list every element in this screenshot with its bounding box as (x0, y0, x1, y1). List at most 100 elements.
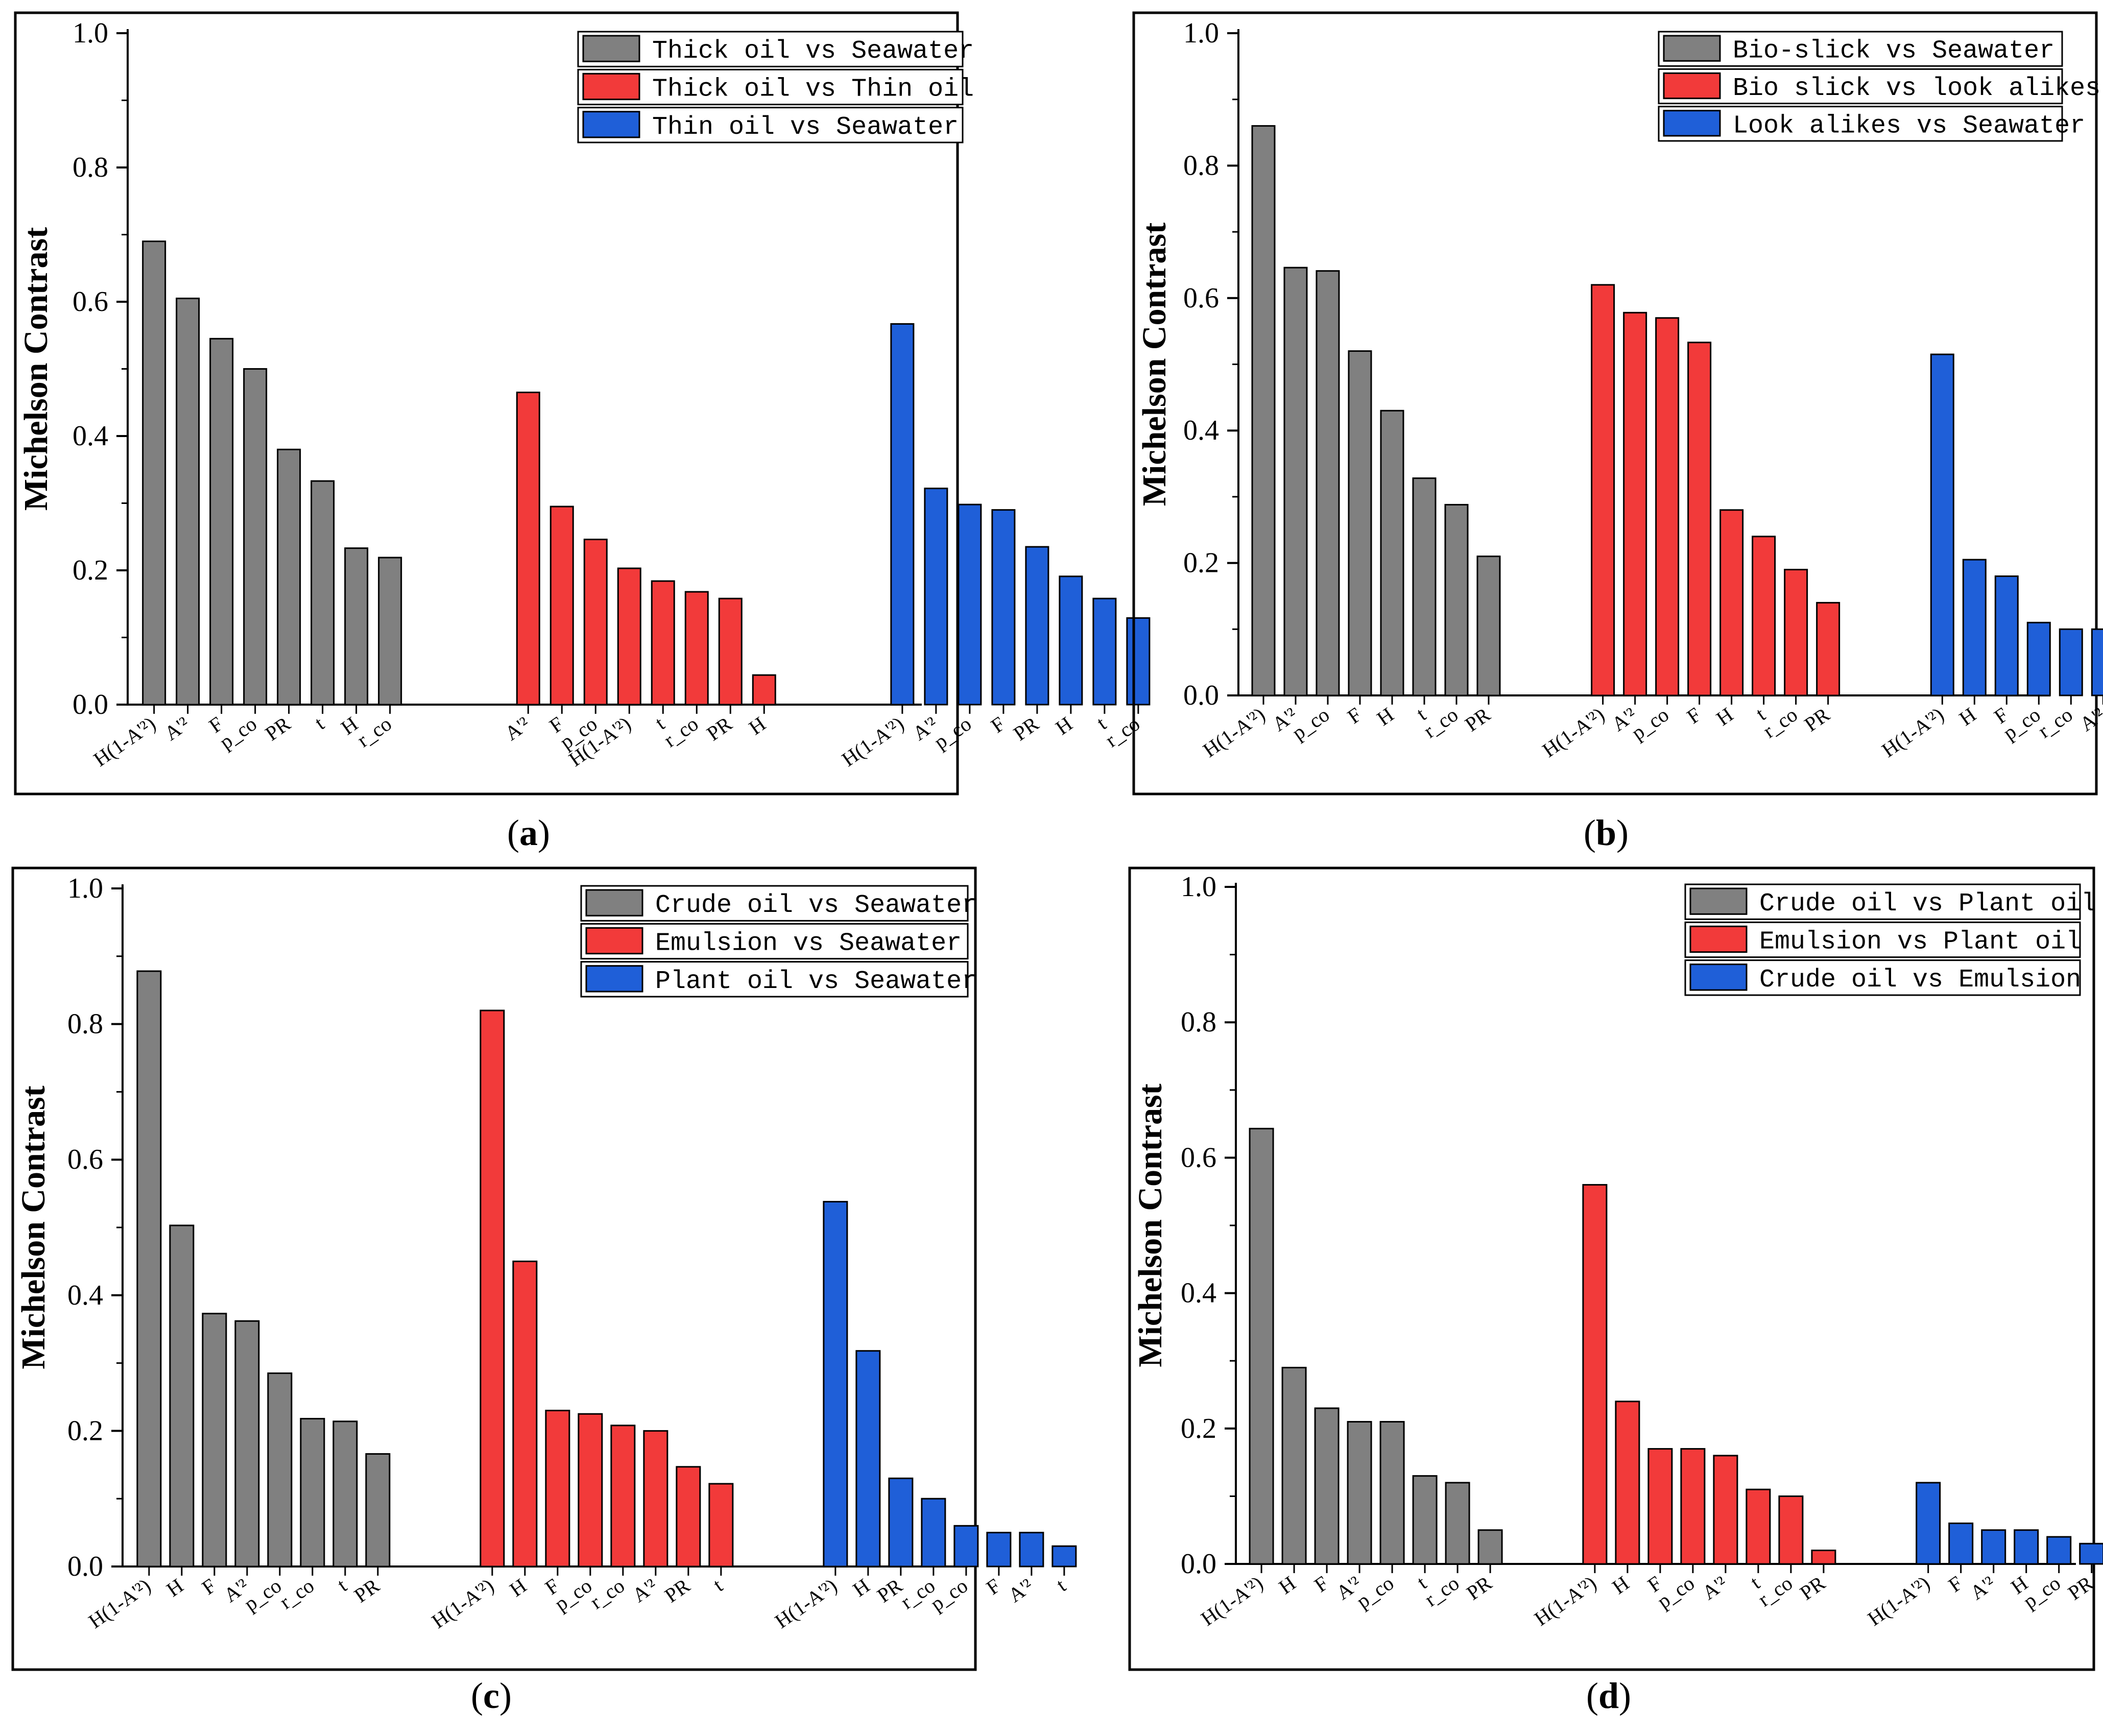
bar-red (1713, 1455, 1738, 1565)
bar-red (545, 1410, 570, 1568)
bar-blue (1019, 1532, 1044, 1568)
legend-label: Thick oil vs Seawater (652, 37, 974, 66)
y-tick-label: 0.4 (1183, 415, 1219, 446)
y-tick-label: 0.2 (1181, 1413, 1216, 1444)
legend-swatch-gray (1663, 35, 1721, 62)
bar-gray (142, 240, 166, 706)
x-category-label: r_co (1101, 712, 1144, 752)
bar-gray (234, 1320, 260, 1568)
x-category-label: A'² (160, 712, 194, 745)
bar-blue (855, 1350, 881, 1568)
x-category-label: H (1373, 703, 1398, 730)
bar-blue (953, 1525, 979, 1568)
x-category-label: F (1683, 703, 1705, 729)
panel-frame (1128, 866, 2095, 1671)
bar-red (1591, 284, 1615, 696)
x-category-label: F (982, 1574, 1005, 1600)
legend-entry-box (1684, 921, 2081, 958)
legend-swatch-gray (1689, 887, 1748, 915)
legend-label: Crude oil vs Seawater (655, 891, 977, 920)
legend-entry-box (1658, 106, 2063, 142)
bar-red (1615, 1401, 1640, 1565)
x-category-label: F (1343, 703, 1366, 729)
y-axis-title: Michelson Contrast (17, 227, 55, 511)
bar-gray (344, 547, 369, 706)
x-category-label: r_co (2034, 703, 2076, 743)
legend-label: Thick oil vs Thin oil (652, 75, 974, 104)
x-category-label: r_co (1754, 1572, 1797, 1611)
bar-gray (1477, 1529, 1503, 1565)
y-axis-title: Michelson Contrast (1132, 1083, 1169, 1367)
legend-entry-box (1684, 883, 2081, 920)
x-category-label: r_co (586, 1574, 629, 1614)
bar-blue (2079, 1542, 2103, 1565)
bar-red (583, 539, 608, 706)
x-category-label: H(1-A'²) (1877, 703, 1948, 762)
y-tick-label: 0.8 (1183, 150, 1219, 181)
x-category-label: PR (350, 1574, 384, 1607)
bar-gray (1379, 1421, 1405, 1565)
panel-caption: (c) (471, 1675, 512, 1716)
x-category-label: F (1944, 1572, 1967, 1597)
panel-caption: (a) (507, 812, 550, 853)
bar-blue (2046, 1536, 2072, 1565)
bar-blue (1948, 1522, 1974, 1565)
y-tick-label: 0.4 (67, 1280, 103, 1311)
x-category-label: F (198, 1574, 220, 1600)
x-category-label: p_co (1352, 1572, 1398, 1613)
legend-label: Bio-slick vs Seawater (1733, 37, 2054, 66)
bar-blue (1092, 597, 1117, 706)
x-category-label: H (1608, 1572, 1633, 1599)
bar-blue (1962, 559, 1987, 696)
legend-entry-box (577, 68, 964, 106)
legend-entry-box (580, 923, 969, 960)
x-category-label: H(1-A'²) (1530, 1572, 1600, 1630)
x-category-label: H(1-A'²) (1199, 703, 1269, 762)
bar-blue (2026, 621, 2051, 696)
x-category-label: p_co (1653, 1572, 1699, 1613)
x-category-label: H(1-A'²) (838, 712, 908, 771)
legend-label: Emulsion vs Plant oil (1759, 928, 2081, 957)
y-tick-label: 0.2 (73, 554, 108, 586)
y-tick-label: 0.8 (1181, 1006, 1216, 1038)
bar-gray (332, 1420, 358, 1568)
x-category-label: H(1-A'²) (1197, 1572, 1267, 1630)
bar-gray (1412, 1475, 1438, 1565)
bar-gray (169, 1224, 195, 1568)
bar-blue (890, 323, 915, 706)
panel-frame (11, 866, 977, 1671)
legend-label: Plant oil vs Seawater (655, 967, 977, 996)
x-category-label: H (849, 1574, 874, 1601)
bar-blue (958, 503, 982, 706)
y-tick-label: 0.4 (1181, 1277, 1216, 1309)
y-tick-label: 0.8 (73, 152, 108, 183)
y-axis-title: Michelson Contrast (15, 1086, 52, 1369)
x-category-label: A'² (1698, 1572, 1731, 1604)
bar-red (1582, 1184, 1608, 1565)
panel-d: 0.0 0.2 0.4 0.6 0.8 1.0 Michelson Contrast H(1-… (1128, 866, 2103, 1716)
x-category-label: p_co (1288, 703, 1334, 744)
bar-red (1746, 1488, 1771, 1565)
legend-swatch-blue (585, 965, 643, 993)
bar-blue (1916, 1482, 1941, 1565)
bar-blue (1981, 1529, 2006, 1565)
legend-label: Crude oil vs Emulsion (1759, 966, 2081, 995)
y-tick-label: 0.6 (1181, 1142, 1216, 1173)
bar-red (610, 1425, 636, 1568)
x-category-label: PR (703, 712, 736, 745)
x-category-label: H(1-A'²) (427, 1574, 498, 1633)
x-category-label: PR (1009, 712, 1043, 745)
panel-caption: (d) (1586, 1675, 1631, 1716)
bar-gray (310, 480, 335, 706)
bar-gray (1380, 409, 1404, 696)
bar-blue (1059, 575, 1083, 706)
panel-b: 0.0 0.2 0.4 0.6 0.8 1.0 Michelson Contrast H(1-… (1132, 11, 2103, 853)
y-axis-title: Michelson Contrast (1136, 223, 1173, 506)
legend-label: Thin oil vs Seawater (652, 113, 959, 142)
legend-entry-box (580, 961, 969, 998)
y-tick-label: 0.2 (67, 1415, 103, 1446)
panel-c: 0.0 0.2 0.4 0.6 0.8 1.0 Michelson Contrast H(1-… (11, 866, 1077, 1716)
x-category-label: PR (1796, 1571, 1829, 1604)
x-category-label: A'² (1966, 1572, 1999, 1604)
bar-red (512, 1260, 538, 1568)
